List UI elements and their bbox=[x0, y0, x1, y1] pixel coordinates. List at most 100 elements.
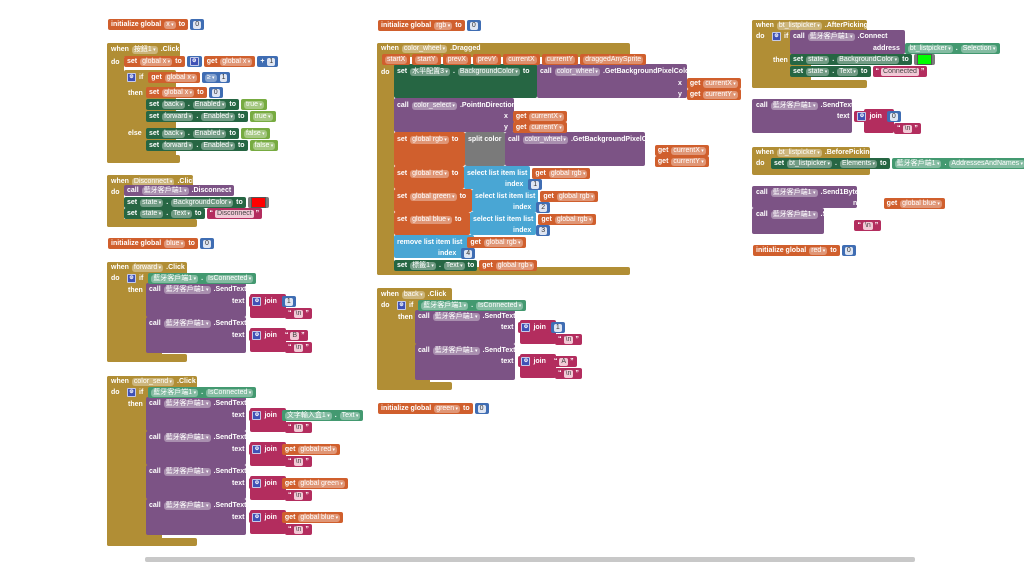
dropdown-field[interactable]: global red bbox=[298, 445, 338, 454]
dropdown-field[interactable]: 藍牙客戶端1 bbox=[807, 32, 855, 41]
lbl-block[interactable]: ⚙ if bbox=[124, 387, 146, 398]
dropdown-field[interactable]: 藍牙客戶端1 bbox=[163, 501, 211, 510]
event-disconnect-click-bottom[interactable] bbox=[107, 219, 197, 227]
math-block[interactable]: 0 bbox=[474, 403, 489, 414]
gear-icon[interactable]: ⚙ bbox=[189, 57, 199, 66]
var-block[interactable]: get currentY bbox=[512, 122, 567, 133]
var-block[interactable]: get currentY bbox=[654, 156, 709, 167]
dropdown-field[interactable]: bt_listpicker bbox=[907, 44, 953, 53]
block-a-do[interactable]: do bbox=[108, 57, 123, 68]
var-block[interactable]: get global x bbox=[148, 72, 200, 83]
block-i-do[interactable]: do bbox=[753, 31, 768, 42]
dropdown-field[interactable]: back bbox=[401, 290, 425, 299]
dropdown-field[interactable]: 藍牙客戶端1 bbox=[151, 388, 199, 397]
text-block[interactable]: ⚙ join bbox=[249, 478, 280, 489]
color-block[interactable] bbox=[247, 197, 269, 208]
block-e-text2[interactable]: text ⚙ join get global red bbox=[229, 444, 341, 455]
gear-icon[interactable]: ⚙ bbox=[397, 301, 406, 310]
text-block[interactable]: “\n” bbox=[285, 342, 312, 353]
gear-icon[interactable]: ⚙ bbox=[127, 388, 136, 397]
text-block[interactable]: “B” bbox=[281, 330, 308, 341]
dropdown-field[interactable]: false bbox=[244, 129, 267, 138]
event-after-picking-body[interactable] bbox=[752, 20, 769, 88]
block-f-sel3[interactable]: select list item list get global rgb bbox=[470, 214, 597, 225]
block-f-split[interactable]: split color bbox=[465, 134, 504, 145]
lbl-block[interactable]: text bbox=[498, 356, 516, 367]
lbl-block[interactable]: number bbox=[850, 198, 882, 209]
block-f-x3[interactable]: x get currentX bbox=[643, 145, 709, 156]
text-block[interactable]: ⚙ join bbox=[249, 330, 280, 341]
lbl-block[interactable]: index bbox=[510, 225, 534, 236]
dropdown-field[interactable]: state bbox=[806, 55, 830, 64]
block-g-text1[interactable]: text ⚙ join 1 bbox=[498, 322, 565, 333]
dropdown-field[interactable]: 藍牙客戶端1 bbox=[432, 346, 480, 355]
text-string-field[interactable]: \n bbox=[293, 423, 304, 432]
block-e-then[interactable]: then bbox=[125, 399, 146, 410]
var-block[interactable]: currentY bbox=[541, 54, 579, 65]
lbl-block[interactable]: text bbox=[229, 296, 247, 307]
number-field[interactable]: 0 bbox=[889, 112, 898, 121]
lbl-block[interactable]: text bbox=[229, 478, 247, 489]
dropdown-field[interactable]: state bbox=[806, 67, 830, 76]
var-block[interactable]: startX bbox=[382, 54, 411, 65]
dropdown-field[interactable]: currentX bbox=[529, 112, 564, 121]
lbl-block[interactable]: ⚙ if bbox=[394, 300, 416, 311]
math-block[interactable]: 0 bbox=[886, 111, 901, 122]
dropdown-field[interactable]: Enabled bbox=[201, 112, 235, 121]
var-block[interactable]: get global blue bbox=[883, 198, 945, 209]
text-block[interactable]: ⚙ join bbox=[249, 444, 280, 455]
text-block[interactable]: “\n” bbox=[285, 456, 312, 467]
block-f-rem[interactable]: remove list item list get global rgb bbox=[394, 237, 526, 248]
dropdown-field[interactable]: global rgb bbox=[554, 215, 594, 224]
logic-block[interactable]: false bbox=[241, 128, 270, 139]
dropdown-field[interactable]: bt_listpicker bbox=[787, 159, 832, 168]
var-block[interactable]: get global x bbox=[203, 56, 256, 67]
dropdown-field[interactable]: 藍牙客戶端1 bbox=[770, 188, 818, 197]
dropdown-field[interactable]: Text bbox=[339, 411, 361, 420]
lbl-block[interactable]: split color bbox=[465, 134, 504, 145]
gear-icon[interactable]: ⚙ bbox=[252, 479, 262, 488]
lbl-block[interactable]: else bbox=[125, 128, 145, 139]
number-field[interactable]: 1 bbox=[553, 323, 562, 332]
math-block[interactable]: ⚙ bbox=[186, 56, 202, 67]
block-a-then[interactable]: then bbox=[125, 88, 146, 99]
dropdown-field[interactable]: 文字輸入盒1 bbox=[284, 411, 332, 420]
event-button1-click-body[interactable] bbox=[107, 43, 124, 163]
lbl-block[interactable]: ⚙ if bbox=[124, 273, 146, 284]
text-string-field[interactable]: \n bbox=[563, 335, 574, 344]
block-f-sel2[interactable]: select list item list get global rgb bbox=[472, 191, 599, 202]
math-block[interactable]: 0 bbox=[190, 19, 205, 30]
dropdown-field[interactable]: true bbox=[244, 100, 264, 109]
block-e-nl2[interactable]: “\n” bbox=[285, 456, 312, 467]
text-block[interactable]: “\n” bbox=[285, 422, 312, 433]
text-string-field[interactable]: Disconnect bbox=[215, 209, 254, 218]
dropdown-field[interactable]: global rgb bbox=[410, 135, 449, 144]
lbl-block[interactable]: do bbox=[108, 187, 123, 198]
lbl-block[interactable]: then bbox=[395, 312, 416, 323]
var-block[interactable]: get global rgb bbox=[540, 191, 599, 202]
